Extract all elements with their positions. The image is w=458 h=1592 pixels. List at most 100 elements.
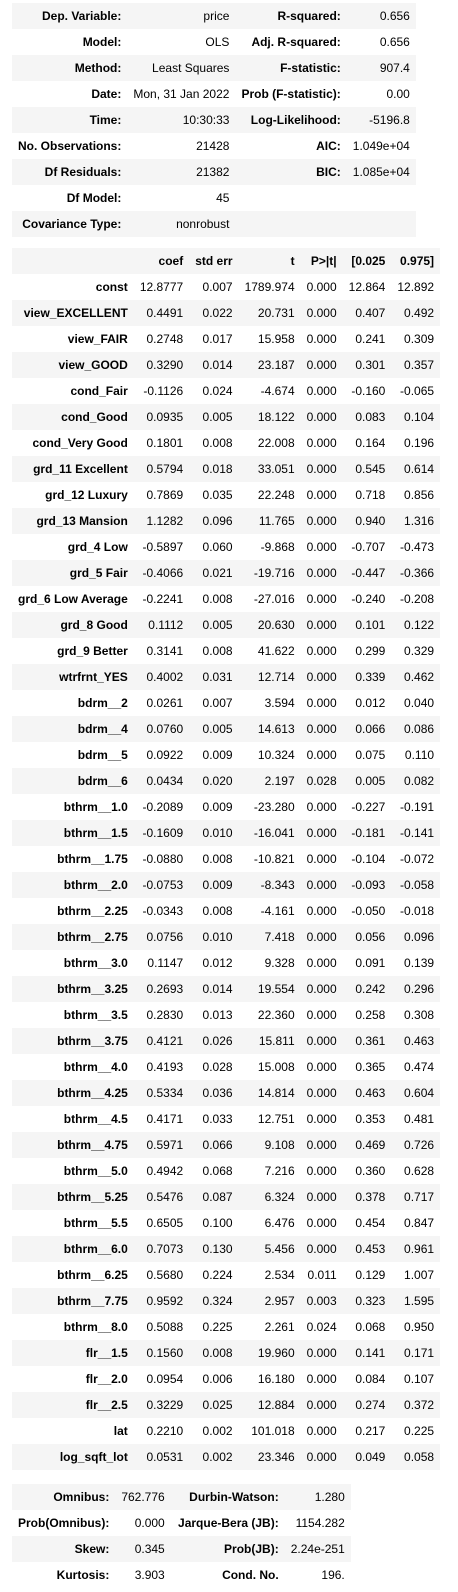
row-value: 19.554 xyxy=(238,976,301,1002)
row-value: 0.225 xyxy=(202,1320,233,1334)
row-value: 20.731 xyxy=(238,300,301,326)
row-value: 762.776 xyxy=(115,1484,171,1510)
row-value: 0.000 xyxy=(300,456,343,482)
diagnostics-body: Omnibus: 762.776 Durbin-Watson: 1.280 Prob(O… xyxy=(12,1484,351,1588)
row-label: F-statistic: xyxy=(235,55,347,81)
row-value: 0.025 xyxy=(189,1392,239,1418)
row-label: view_FAIR xyxy=(67,332,128,346)
row-value: -0.2089 xyxy=(142,800,184,814)
row-value: 0.628 xyxy=(404,1164,435,1178)
row-label: grd_13 Mansion xyxy=(12,508,134,534)
row-label: bthrm__1.75 xyxy=(57,852,128,866)
row-value: 0.040 xyxy=(404,696,435,710)
row-label: bthrm__3.75 xyxy=(12,1028,134,1054)
coefficient-row: bthrm__5.0 0.4942 0.068 7.216 0.000 0.360 0.62… xyxy=(12,1158,440,1184)
row-label: Omnibus: xyxy=(12,1484,116,1510)
row-label: bdrm__5 xyxy=(77,748,128,762)
row-label: Jarque-Bera (JB): xyxy=(178,1516,279,1530)
row-value: OLS xyxy=(205,35,230,49)
row-value: 0.066 xyxy=(189,1132,239,1158)
row-label: flr__2.0 xyxy=(85,1372,128,1386)
row-value: 0.462 xyxy=(391,664,441,690)
row-label xyxy=(235,185,346,211)
row-value: 0.339 xyxy=(342,664,392,690)
row-value: 23.187 xyxy=(238,352,301,378)
row-value: 0.000 xyxy=(306,1164,337,1178)
row-label: bthrm__8.0 xyxy=(63,1320,128,1334)
row-value: 0.002 xyxy=(202,1424,233,1438)
coefficient-row: bthrm__4.0 0.4193 0.028 15.008 0.000 0.365 0.4… xyxy=(12,1054,440,1080)
row-value: 0.474 xyxy=(404,1060,435,1074)
coefficient-row: grd_11 Excellent 0.5794 0.018 33.051 0.000 0.… xyxy=(12,456,441,482)
coefficient-row: bdrm__5 0.0922 0.009 10.324 0.000 0.075 0.110 xyxy=(12,742,440,768)
row-value: 12.864 xyxy=(348,280,386,294)
coefficient-row: bthrm__6.25 0.5680 0.224 2.534 0.011 0.129 1.0… xyxy=(12,1262,440,1288)
row-value: 0.000 xyxy=(300,1080,343,1106)
row-value: 0.4942 xyxy=(146,1164,184,1178)
row-value: 23.346 xyxy=(238,1444,301,1470)
row-value: 0.5794 xyxy=(133,456,190,482)
row-value: 0.000 xyxy=(306,384,337,398)
row-value: 0.0261 xyxy=(146,696,184,710)
summary-row: Date: Mon, 31 Jan 2022 Prob (F-statistic):… xyxy=(12,81,416,107)
row-value: 0.068 xyxy=(202,1164,233,1178)
coefficient-row: flr__2.5 0.3229 0.025 12.884 0.000 0.274 0.372 xyxy=(12,1392,441,1418)
coefficient-row: bdrm__2 0.0261 0.007 3.594 0.000 0.012 0.040 xyxy=(12,690,440,716)
row-value: 1.595 xyxy=(391,1288,441,1314)
row-value: 0.009 xyxy=(202,748,233,762)
row-value: 1154.282 xyxy=(295,1516,345,1530)
row-value: 16.180 xyxy=(257,1372,295,1386)
coefficient-row: bthrm__5.25 0.5476 0.087 6.324 0.000 0.378 0.7… xyxy=(12,1184,441,1210)
row-label: bthrm__3.25 xyxy=(12,976,134,1002)
row-value: 0.0531 xyxy=(133,1444,190,1470)
row-value: 0.010 xyxy=(189,924,239,950)
row-value: 0.1147 xyxy=(147,956,184,970)
coefficient-row: bthrm__4.5 0.4171 0.033 12.751 0.000 0.353 0.4… xyxy=(12,1106,440,1132)
row-value: 0.718 xyxy=(355,488,386,502)
summary-row: Covariance Type: nonrobust xyxy=(12,211,416,237)
row-value: 0.4002 xyxy=(133,664,190,690)
row-value: 0.005 xyxy=(342,768,392,794)
model-summary-body: Dep. Variable: price R-squared: 0.656 Model:… xyxy=(12,3,416,237)
row-value: -4.161 xyxy=(260,904,295,918)
coefficient-row: grd_4 Low -0.5897 0.060 -9.868 0.000 -0.707 -0… xyxy=(12,534,440,560)
row-label: Model: xyxy=(82,35,122,49)
row-label: bthrm__5.5 xyxy=(63,1216,128,1230)
row-value: 0.329 xyxy=(404,644,435,658)
row-label: Log-Likelihood: xyxy=(235,107,347,133)
row-value: 0.000 xyxy=(306,852,337,866)
row-value xyxy=(347,185,416,211)
row-label: cond_Fair xyxy=(70,384,128,398)
row-value: 0.950 xyxy=(404,1320,435,1334)
row-value: 0.141 xyxy=(342,1340,392,1366)
row-value: 1.007 xyxy=(404,1268,435,1282)
row-value: -4.674 xyxy=(260,384,295,398)
row-label: cond_Very Good xyxy=(32,436,128,450)
row-value: 0.4171 xyxy=(146,1112,184,1126)
row-label: bthrm__2.25 xyxy=(57,904,128,918)
row-value: 0.2748 xyxy=(146,332,184,346)
row-value: 196. xyxy=(321,1568,345,1582)
row-label: bthrm__2.0 xyxy=(12,872,134,898)
row-value: -0.227 xyxy=(351,800,386,814)
row-value: -0.050 xyxy=(351,904,386,918)
row-value: 0.4193 xyxy=(146,1060,184,1074)
row-value: 0.075 xyxy=(355,748,386,762)
row-value: 21382 xyxy=(127,159,236,185)
row-label: bdrm__2 xyxy=(77,696,128,710)
row-value: 1789.974 xyxy=(244,280,295,294)
row-value: 0.274 xyxy=(342,1392,392,1418)
row-label: flr__1.5 xyxy=(12,1340,134,1366)
row-value: 0.012 xyxy=(355,696,386,710)
row-label: view_GOOD xyxy=(12,352,134,378)
row-label: Skew: xyxy=(12,1536,116,1562)
row-value: -16.041 xyxy=(238,820,301,846)
row-label: bdrm__6 xyxy=(12,768,134,794)
row-value: 0.000 xyxy=(300,1392,343,1418)
row-value: 0.024 xyxy=(202,384,233,398)
header-cell: t xyxy=(238,248,301,274)
row-value: 101.018 xyxy=(251,1424,295,1438)
row-value: 0.087 xyxy=(189,1184,239,1210)
row-value: 0.299 xyxy=(355,644,386,658)
row-value: 3.594 xyxy=(264,696,295,710)
